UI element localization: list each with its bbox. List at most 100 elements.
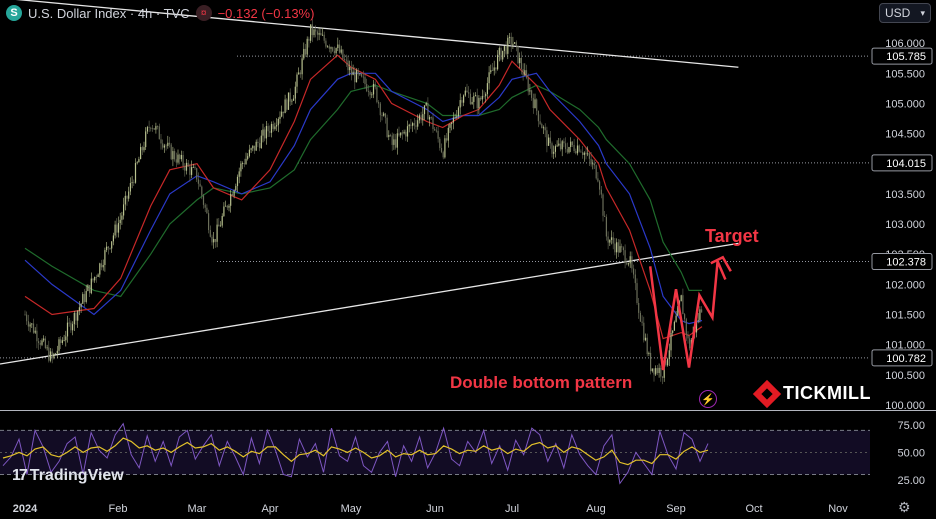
candle-body [689,338,691,349]
candle-body [321,34,324,36]
candle-body [423,105,426,115]
candle-body [170,144,172,160]
candle-body [420,115,422,121]
trendline[interactable] [0,242,739,365]
candle-body [338,44,341,53]
candle-body [24,314,26,316]
candle-body [235,186,237,191]
candle-body [556,145,558,147]
trendline[interactable] [0,0,739,68]
candle-body [437,130,439,139]
candle-body [172,151,174,160]
candle-body [65,336,67,341]
candle-body [599,181,601,190]
candle-body [29,324,31,327]
candle-body [199,183,201,187]
candle-body [383,113,385,116]
rsi-tick-label: 25.00 [897,475,925,487]
candle-body [276,125,278,127]
price-tick-label: 104.500 [885,129,925,141]
candle-body [638,303,640,313]
symbol-icon: S [6,5,22,21]
tradingview-logo[interactable]: 17 TradingView [12,467,124,485]
candle-body [85,291,87,302]
currency-button[interactable]: USD ▾ [879,3,931,23]
candle-body [374,83,376,88]
candle-body [311,24,313,36]
candle-body [463,95,465,103]
candle-body [695,320,698,333]
candle-body [253,145,256,151]
candle-body [524,70,526,76]
candle-body [580,151,582,153]
candle-body [284,99,286,114]
candle-body [213,238,215,243]
candle-body [41,340,43,345]
target-arrow-head[interactable] [710,255,732,272]
double-bottom-path[interactable] [648,260,727,371]
candle-body [243,163,245,165]
candle-body [355,70,358,83]
candle-body [439,138,441,148]
time-tick-label: Feb [109,503,128,515]
candle-body [551,143,553,154]
price-tick-label: 100.000 [885,400,925,412]
candle-body [38,341,40,344]
candle-body [206,207,208,214]
candle-body [160,139,162,144]
candle-body [401,132,403,134]
candle-body [406,126,409,137]
candle-body [231,193,233,196]
candle-body [56,350,58,354]
candle-body [252,145,254,149]
candle-body [661,376,664,378]
candle-body [619,246,621,253]
candle-body [310,24,312,41]
candle-body [653,368,655,375]
candle-body [287,92,290,110]
candle-body [185,162,188,171]
candle-body [46,347,48,349]
chevron-down-icon: ▾ [920,7,925,18]
candle-body [32,323,35,333]
candle-body [296,74,298,87]
candle-body [502,50,504,60]
symbol-title[interactable]: U.S. Dollar Index · 4h · TVC [28,5,190,21]
candle-body [43,338,45,341]
price-label-box [871,47,933,65]
candle-body [77,310,79,321]
candle-body [369,91,371,95]
candle-body [289,92,291,102]
candle-body [480,97,482,100]
price-tick-label: 105.500 [885,68,925,80]
candle-body [143,147,145,151]
candle-body [412,123,414,126]
candle-body [174,151,176,160]
time-tick-label: Mar [188,503,207,515]
candle-body [699,309,701,320]
candle-body [519,57,521,64]
candle-body [527,77,529,92]
gear-icon[interactable]: ⚙ [898,499,911,515]
candle-body [53,353,55,358]
candle-body [622,247,624,251]
candle-body [225,205,227,207]
candle-body [366,84,368,92]
flash-icon[interactable]: ⚡ [699,390,717,408]
candle-body [109,248,111,249]
candle-body [446,138,448,141]
candle-body [408,124,410,127]
candle-body [123,204,125,216]
candle-body [345,59,347,61]
candle-body [240,163,242,172]
candle-body [202,195,205,205]
target-label: Target [705,226,759,246]
candle-body [650,352,652,372]
candle-body [639,312,641,322]
candle-body [342,49,344,60]
candle-body [515,42,517,46]
candle-body [405,131,407,137]
candle-body [80,303,82,308]
candle-body [112,235,114,242]
